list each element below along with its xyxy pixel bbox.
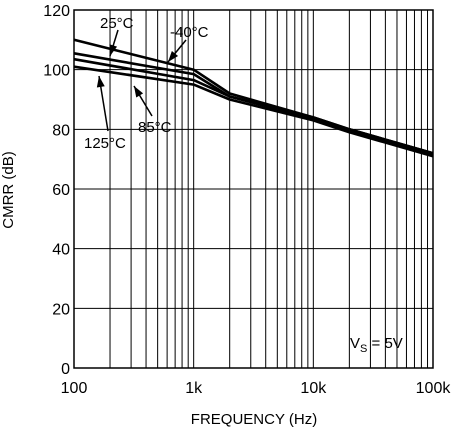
annotation-subscript: S	[360, 343, 367, 355]
supply-voltage-annotation: VS = 5V	[350, 335, 403, 355]
y-tick-label: 60	[52, 182, 70, 199]
series-label-85c: 85°C	[138, 119, 172, 136]
series-line-3	[73, 65, 434, 158]
tick-labels: 100 1k 10k 100k 0 20 40 60 80 100 120	[43, 3, 451, 397]
x-tick-label: 1k	[185, 380, 203, 397]
annotation-v: V	[350, 335, 360, 352]
plot-frame	[73, 9, 434, 369]
x-tick-label: 10k	[300, 380, 327, 397]
y-tick-label: 40	[52, 242, 70, 259]
arrow-minus40c-head	[168, 50, 179, 62]
series-line-2	[73, 57, 434, 156]
annotation-rest: = 5V	[367, 335, 402, 352]
series-label-minus40c: -40°C	[170, 24, 209, 41]
x-tick-label: 100k	[416, 380, 452, 397]
x-axis-label: FREQUENCY (Hz)	[191, 411, 317, 428]
y-tick-label: 20	[52, 301, 70, 318]
x-tick-label: 100	[61, 380, 88, 397]
y-tick-label: 80	[52, 122, 70, 139]
series-label-25c: 25°C	[100, 15, 134, 32]
label-arrows	[96, 29, 187, 132]
arrow-85c-head	[134, 86, 144, 98]
y-tick-label: 100	[43, 63, 70, 80]
y-tick-label: 120	[43, 3, 70, 20]
y-axis-label: CMRR (dB)	[0, 151, 17, 229]
arrow-125c-head	[96, 76, 105, 88]
series-layer	[73, 38, 434, 158]
series-line-0	[73, 38, 434, 155]
arrow-25c-head	[109, 44, 118, 56]
series-label-125c: 125°C	[84, 135, 126, 152]
y-tick-label: 0	[61, 361, 70, 378]
